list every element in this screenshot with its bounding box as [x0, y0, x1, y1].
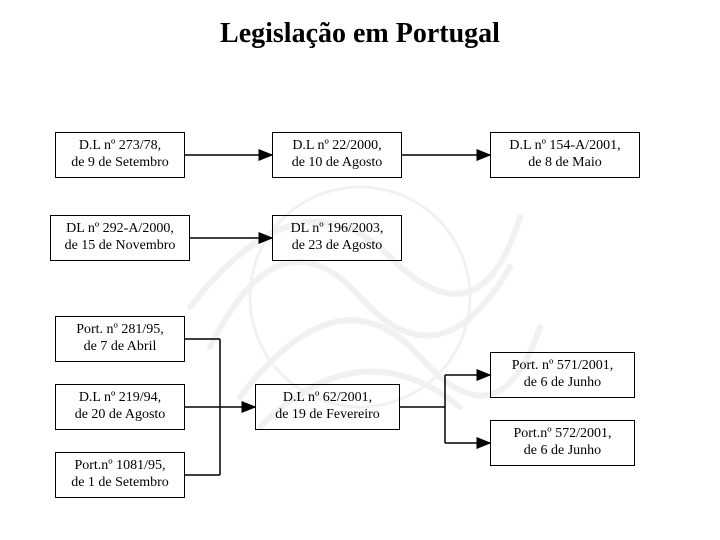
node-dl-273-78: D.L nº 273/78, de 9 de Setembro: [55, 132, 185, 178]
node-line1: Port.nº 1081/95,: [74, 458, 165, 475]
node-line2: de 6 de Junho: [524, 443, 601, 460]
node-line1: D.L nº 219/94,: [79, 390, 161, 407]
node-dl-292a-2000: DL nº 292-A/2000, de 15 de Novembro: [50, 215, 190, 261]
node-dl-62-2001: D.L nº 62/2001, de 19 de Fevereiro: [255, 384, 400, 430]
node-line2: de 7 de Abril: [84, 339, 157, 356]
node-line2: de 15 de Novembro: [65, 238, 176, 255]
node-dl-219-94: D.L nº 219/94, de 20 de Agosto: [55, 384, 185, 430]
node-dl-22-2000: D.L nº 22/2000, de 10 de Agosto: [272, 132, 402, 178]
node-port-281-95: Port. nº 281/95, de 7 de Abril: [55, 316, 185, 362]
node-line1: Port.nº 572/2001,: [513, 426, 611, 443]
page-title: Legislação em Portugal: [0, 18, 720, 50]
node-line1: D.L nº 22/2000,: [292, 138, 381, 155]
node-line1: D.L nº 273/78,: [79, 138, 161, 155]
node-line2: de 1 de Setembro: [71, 475, 169, 492]
node-port-1081-95: Port.nº 1081/95, de 1 de Setembro: [55, 452, 185, 498]
node-port-571-2001: Port. nº 571/2001, de 6 de Junho: [490, 352, 635, 398]
node-line1: Port. nº 281/95,: [76, 322, 164, 339]
node-line2: de 6 de Junho: [524, 375, 601, 392]
node-line2: de 10 de Agosto: [292, 155, 383, 172]
node-line2: de 9 de Setembro: [71, 155, 169, 172]
node-line1: DL nº 196/2003,: [291, 221, 384, 238]
node-line1: DL nº 292-A/2000,: [66, 221, 174, 238]
node-line1: Port. nº 571/2001,: [512, 358, 614, 375]
node-dl-196-2003: DL nº 196/2003, de 23 de Agosto: [272, 215, 402, 261]
node-line2: de 20 de Agosto: [75, 407, 166, 424]
node-line1: D.L nº 154-A/2001,: [509, 138, 620, 155]
node-line2: de 23 de Agosto: [292, 238, 383, 255]
node-line1: D.L nº 62/2001,: [283, 390, 372, 407]
node-dl-154a-2001: D.L nº 154-A/2001, de 8 de Maio: [490, 132, 640, 178]
node-line2: de 19 de Fevereiro: [275, 407, 380, 424]
node-line2: de 8 de Maio: [528, 155, 601, 172]
node-port-572-2001: Port.nº 572/2001, de 6 de Junho: [490, 420, 635, 466]
